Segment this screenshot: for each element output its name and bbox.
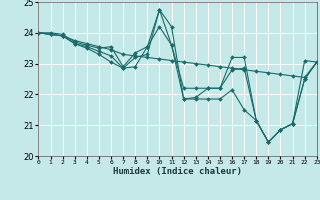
X-axis label: Humidex (Indice chaleur): Humidex (Indice chaleur) [113, 167, 242, 176]
